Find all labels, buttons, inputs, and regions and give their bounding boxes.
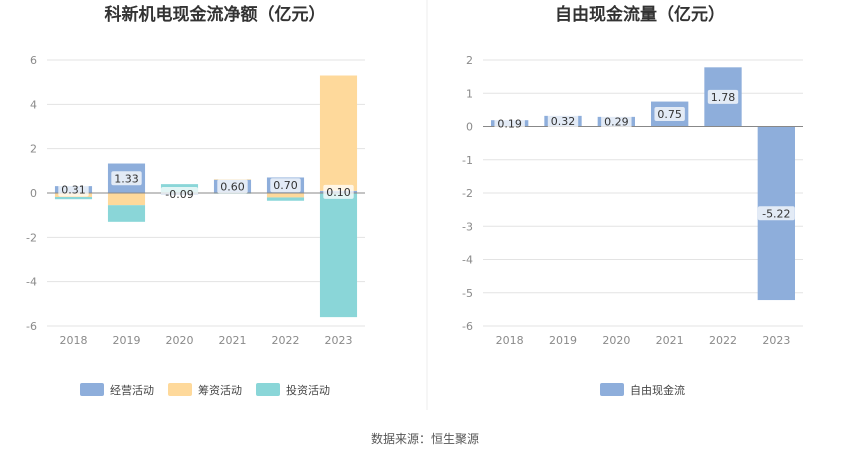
bar-value-label-bg (58, 182, 89, 197)
bar-financing (107, 193, 146, 206)
source-note: 数据来源：恒生聚源 (371, 431, 479, 446)
bar-value-label-bg (217, 179, 248, 194)
left-xtick-label: 2023 (325, 334, 353, 347)
legend-label-operating: 经营活动 (110, 383, 154, 397)
right-ytick-label: 1 (466, 87, 473, 100)
bar-value-label: 0.32 (551, 115, 576, 128)
bar-value-label-bg (757, 206, 795, 221)
bar-value-label: 0.10 (326, 186, 351, 199)
left-ytick-label: 6 (30, 54, 37, 67)
bar-value-label-bg (494, 116, 525, 131)
chart-title: 科新机电现金流净额（亿元） (105, 4, 326, 25)
bar-value-label-bg (547, 114, 579, 129)
left-ytick-label: -4 (26, 276, 37, 289)
bar-value-label-bg (270, 178, 301, 193)
right-ytick-label: 2 (466, 54, 473, 67)
legend-label-investing: 投资活动 (286, 383, 330, 397)
bar-value-label: -5.22 (762, 207, 790, 220)
left-xtick-label: 2021 (219, 334, 247, 347)
bar-investing (319, 193, 358, 318)
left-ytick-label: -2 (26, 231, 37, 244)
legend-label-financing: 筹资活动 (198, 383, 242, 397)
bar-value-label-bg (654, 107, 685, 122)
free-cashflow-chart: 自由现金流量（亿元） 2 1 0 -1 -2 -3 -4 -5 -6 0.19 0.32 0.29 0… (462, 4, 803, 397)
right-ytick-label: -4 (462, 254, 473, 267)
bar-value-label-bg (707, 89, 739, 104)
right-ytick-label: -6 (462, 320, 473, 333)
left-xtick-label: 2018 (60, 334, 88, 347)
bar-value-label: 0.70 (273, 179, 298, 192)
right-xtick-label: 2020 (602, 334, 630, 347)
bar-investing (107, 205, 146, 222)
left-ytick-label: -6 (26, 320, 37, 333)
bar-value-label-bg (111, 171, 142, 186)
right-xtick-label: 2023 (762, 334, 790, 347)
left-ytick-label: 4 (30, 98, 37, 111)
bar-value-label: -0.09 (165, 188, 193, 201)
right-ytick-label: -1 (462, 154, 473, 167)
right-ytick-label: 0 (466, 121, 473, 134)
bar-value-label: 0.75 (657, 108, 682, 121)
chart-title: 自由现金流量（亿元） (555, 4, 725, 25)
right-xtick-label: 2021 (656, 334, 684, 347)
legend: 自由现金流 (600, 383, 685, 397)
bar-value-label: 0.29 (604, 116, 629, 129)
bar-value-label-bg (601, 114, 632, 129)
bar-value-label: 1.78 (711, 91, 736, 104)
bar-value-label: 1.33 (114, 172, 139, 185)
right-ytick-label: -5 (462, 287, 473, 300)
right-ytick-label: -2 (462, 187, 473, 200)
left-xtick-label: 2022 (272, 334, 300, 347)
left-xtick-label: 2020 (166, 334, 194, 347)
legend-label-freecash: 自由现金流 (630, 383, 685, 397)
bar-investing (54, 196, 93, 200)
bar-financing (319, 75, 358, 191)
left-ytick-label: 2 (30, 143, 37, 156)
bar-value-label: 0.31 (61, 184, 86, 197)
cashflow-net-chart: 科新机电现金流净额（亿元） 6 4 2 0 -2 -4 -6 0.31 1.33 -0.09 0.… (26, 4, 365, 397)
right-xtick-label: 2022 (709, 334, 737, 347)
bar-value-label-bg (323, 184, 354, 199)
legend-swatch-operating (80, 383, 104, 396)
legend-swatch-investing (256, 383, 280, 396)
right-xtick-label: 2019 (549, 334, 577, 347)
bar-financing (266, 193, 305, 198)
left-xtick-label: 2019 (113, 334, 141, 347)
bar-value-label-bg (161, 186, 198, 201)
right-ytick-label: -3 (462, 220, 473, 233)
right-xtick-label: 2018 (496, 334, 524, 347)
legend-swatch-financing (168, 383, 192, 396)
legend: 经营活动 筹资活动 投资活动 (80, 383, 330, 397)
legend-swatch-freecash (600, 383, 624, 396)
bar-value-label: 0.19 (497, 117, 522, 130)
bar-investing (266, 197, 305, 201)
left-ytick-label: 0 (30, 187, 37, 200)
bar-value-label: 0.60 (220, 180, 245, 193)
